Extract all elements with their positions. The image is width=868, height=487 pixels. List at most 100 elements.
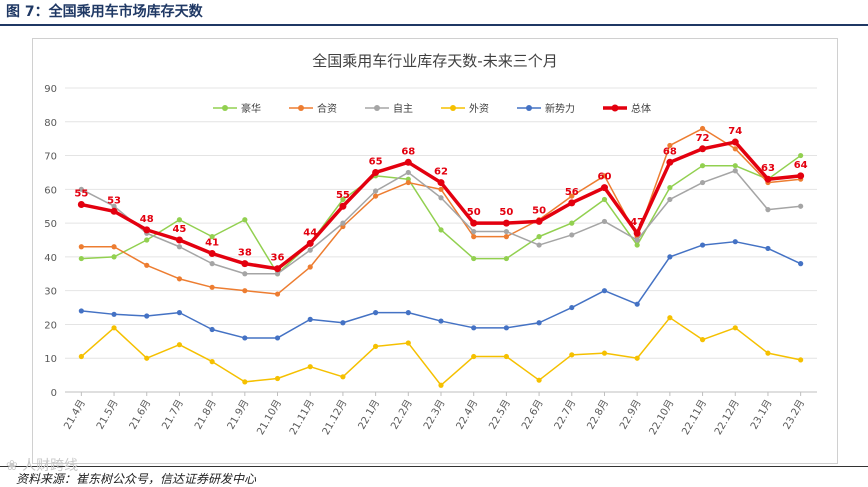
- data-point: [307, 264, 313, 270]
- data-point: [471, 255, 477, 262]
- data-point: [634, 355, 640, 361]
- data-labels: 55 53 48 45 41 38 36 44 55 65 68 62 50 50 50 56 60 47 68 72…: [74, 126, 807, 264]
- figure-title: 图 7：全国乘用车市场库存天数: [6, 4, 203, 20]
- data-point: [144, 262, 150, 268]
- data-point: [176, 244, 183, 250]
- data-label: 56: [565, 187, 579, 198]
- data-point: [242, 288, 248, 294]
- data-point: [340, 320, 346, 326]
- y-tick-label: 10: [44, 354, 57, 365]
- data-point: [209, 284, 215, 290]
- data-point: [471, 353, 477, 360]
- series-group: [77, 138, 805, 273]
- data-point: [209, 261, 215, 267]
- data-point: [503, 234, 509, 240]
- data-point: [111, 203, 117, 209]
- x-tick-label: 22.9月: [617, 398, 644, 432]
- data-point: [601, 288, 608, 294]
- data-label: 53: [107, 195, 121, 206]
- data-label: 36: [271, 253, 285, 264]
- y-tick-label: 60: [44, 185, 57, 196]
- data-point: [797, 172, 805, 180]
- data-label: 72: [696, 133, 710, 144]
- series-group: [78, 168, 804, 277]
- data-point: [503, 255, 509, 262]
- footer-divider: [0, 466, 868, 467]
- data-label: 55: [336, 190, 350, 201]
- data-point: [373, 310, 379, 316]
- x-tick-label: 22.12月: [712, 398, 742, 437]
- data-label: 50: [467, 207, 481, 218]
- data-point: [438, 195, 444, 201]
- data-point: [535, 217, 543, 225]
- data-point: [732, 146, 738, 152]
- data-label: 60: [598, 172, 612, 183]
- data-point: [569, 352, 575, 358]
- grid-lines: [65, 87, 817, 393]
- legend-label: 新势力: [545, 102, 575, 115]
- line-chart: 全国乘用车行业库存天数-未来三个月 0 10 20 30 40 50 60 70 80 90 21.…: [44, 52, 817, 437]
- data-point: [798, 357, 804, 363]
- data-point: [798, 152, 804, 159]
- data-point: [373, 343, 379, 349]
- data-point: [176, 276, 183, 282]
- x-tick-label: 22.1月: [356, 398, 383, 432]
- data-point: [634, 301, 640, 307]
- data-point: [144, 355, 150, 361]
- data-point: [405, 179, 411, 186]
- data-point: [601, 196, 608, 203]
- data-point: [209, 359, 215, 365]
- data-point: [699, 163, 706, 169]
- data-point: [699, 337, 706, 343]
- data-label: 64: [794, 160, 808, 171]
- data-point: [569, 304, 575, 311]
- data-point: [78, 244, 84, 250]
- data-point: [372, 168, 380, 176]
- data-point: [798, 261, 804, 267]
- data-label: 38: [238, 248, 252, 259]
- data-point: [438, 186, 444, 192]
- data-point: [764, 175, 772, 183]
- series-group: [78, 315, 804, 388]
- data-point: [111, 311, 117, 317]
- data-point: [798, 203, 804, 209]
- data-point: [732, 239, 738, 245]
- legend: 豪华 合资 自主 外资 新势力 总体: [213, 102, 651, 115]
- data-point: [667, 315, 673, 321]
- data-point: [569, 193, 575, 199]
- series-line: [80, 316, 801, 386]
- data-point: [765, 207, 771, 213]
- x-tick-label: 22.7月: [552, 398, 579, 432]
- data-point: [405, 310, 411, 316]
- data-point: [601, 350, 608, 356]
- data-point: [274, 271, 281, 277]
- data-point: [601, 218, 608, 225]
- data-label: 45: [172, 224, 186, 235]
- data-point: [242, 271, 248, 277]
- data-point: [667, 196, 673, 203]
- x-tick-label: 22.10月: [647, 398, 677, 437]
- data-point: [536, 234, 542, 240]
- data-point: [307, 247, 313, 253]
- data-point: [176, 310, 183, 316]
- data-point: [404, 158, 412, 166]
- y-tick-label: 50: [44, 219, 57, 230]
- data-point: [437, 179, 445, 187]
- data-label: 44: [303, 227, 317, 238]
- legend-label: 合资: [317, 102, 337, 115]
- data-point: [699, 125, 706, 132]
- data-point: [438, 318, 444, 324]
- data-point: [209, 326, 215, 333]
- data-point: [667, 142, 673, 149]
- legend-label: 豪华: [241, 102, 261, 115]
- data-point: [503, 353, 509, 360]
- x-tick-label: 21.11月: [287, 398, 317, 437]
- x-tick-label: 21.4月: [61, 398, 88, 432]
- data-point: [536, 242, 542, 248]
- data-point: [405, 340, 411, 346]
- chart-container: 全国乘用车行业库存天数-未来三个月 0 10 20 30 40 50 60 70 80 90 21.…: [32, 38, 838, 464]
- data-point: [471, 228, 477, 235]
- data-label: 48: [140, 214, 154, 225]
- data-point: [77, 201, 85, 209]
- x-tick-label: 22.3月: [421, 398, 448, 432]
